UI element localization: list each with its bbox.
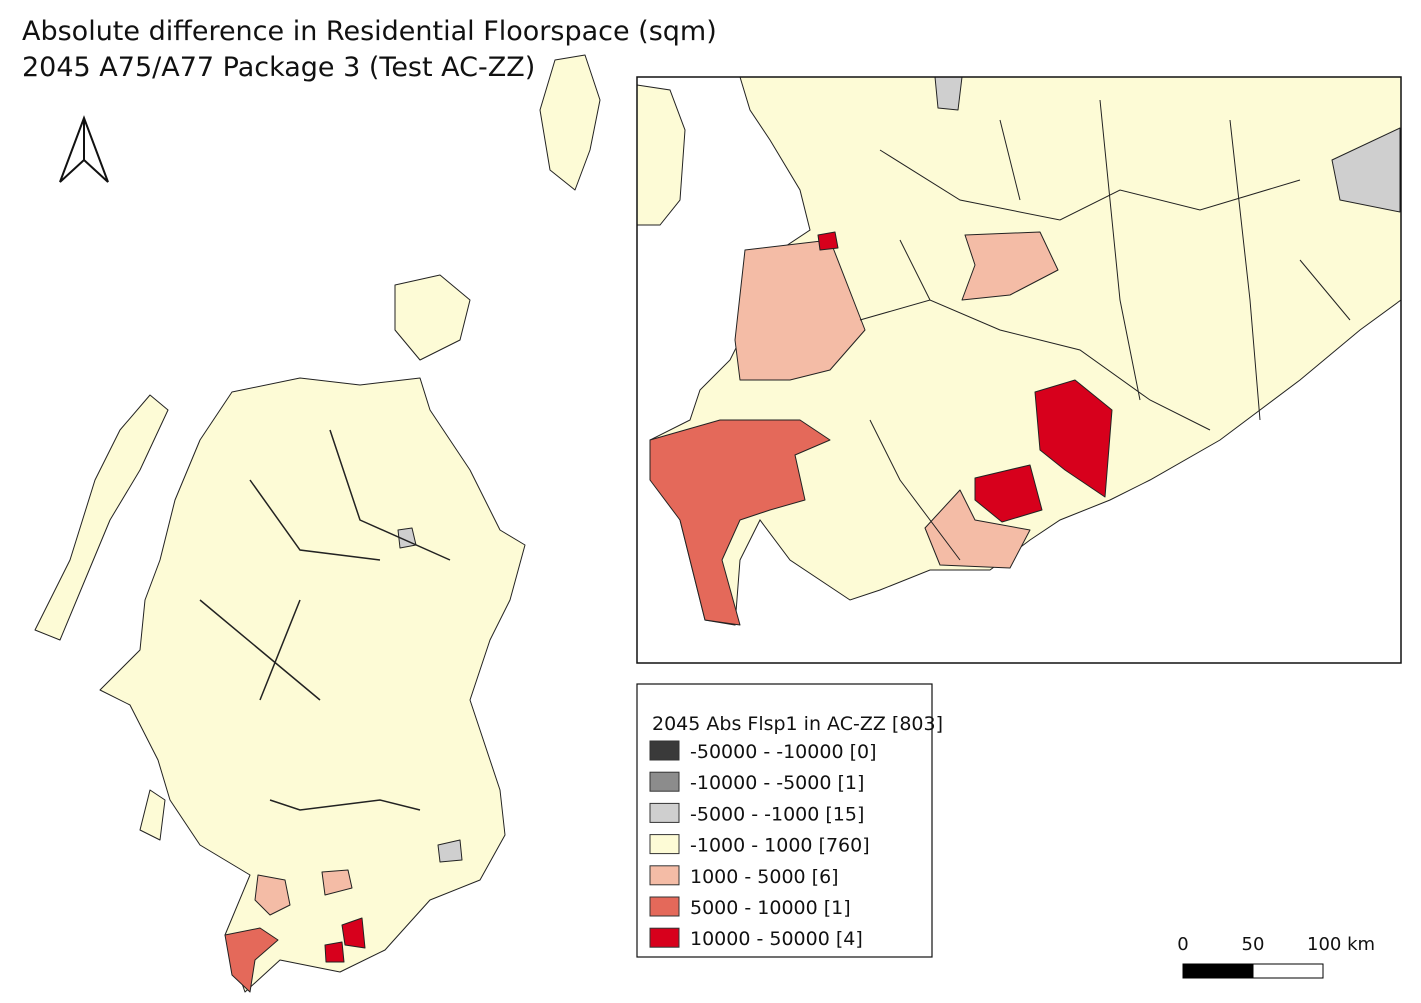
region: [99, 377, 526, 993]
region: [324, 941, 345, 963]
legend-title: 2045 Abs Flsp1 in AC-ZZ [803]: [652, 713, 943, 735]
legend-swatch: [649, 834, 680, 855]
legend-swatch: [649, 802, 680, 823]
region: [649, 419, 831, 626]
legend-label: -50000 - -10000 [0]: [690, 741, 876, 763]
legend-swatch: [649, 896, 680, 917]
north-arrow: [59, 115, 109, 183]
region: [34, 394, 169, 641]
region: [1331, 127, 1401, 213]
region: [321, 869, 353, 896]
region: [224, 927, 279, 993]
region: [341, 917, 366, 949]
legend-swatch: [649, 865, 680, 886]
legend-label: -5000 - -1000 [15]: [690, 803, 864, 825]
scale-label: 0: [1177, 934, 1188, 955]
region: [139, 789, 166, 841]
legend-swatch: [649, 927, 680, 948]
legend-swatch: [649, 771, 680, 792]
legend-label: 5000 - 10000 [1]: [690, 897, 851, 919]
region: [934, 76, 963, 111]
region: [961, 231, 1059, 301]
region: [734, 239, 866, 381]
legend-label: -1000 - 1000 [760]: [690, 835, 870, 857]
region: [394, 274, 471, 361]
overview-map: [34, 54, 601, 993]
inset-map: [636, 76, 1402, 664]
region: [817, 231, 839, 251]
title-line: Absolute difference in Residential Floor…: [22, 16, 717, 47]
region: [539, 54, 601, 191]
legend-label: 1000 - 5000 [6]: [690, 866, 839, 888]
legend-swatch: [649, 740, 680, 761]
scale-bar: 0 50 100 km: [1177, 934, 1375, 979]
legend: 2045 Abs Flsp1 in AC-ZZ [803] -50000 - -…: [636, 683, 943, 958]
title-line: 2045 A75/A77 Package 3 (Test AC-ZZ): [22, 52, 535, 83]
legend-label: 10000 - 50000 [4]: [690, 928, 863, 950]
region: [437, 839, 463, 863]
scale-label: 100 km: [1307, 934, 1375, 955]
scale-label: 50: [1242, 934, 1265, 955]
region: [974, 464, 1043, 523]
region: [254, 874, 291, 916]
region: [1034, 379, 1113, 498]
legend-label: -10000 - -5000 [1]: [690, 772, 864, 794]
